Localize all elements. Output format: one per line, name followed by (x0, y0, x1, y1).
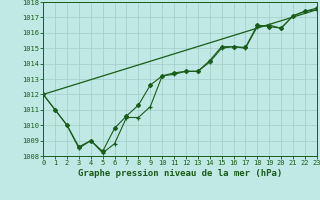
X-axis label: Graphe pression niveau de la mer (hPa): Graphe pression niveau de la mer (hPa) (78, 169, 282, 178)
